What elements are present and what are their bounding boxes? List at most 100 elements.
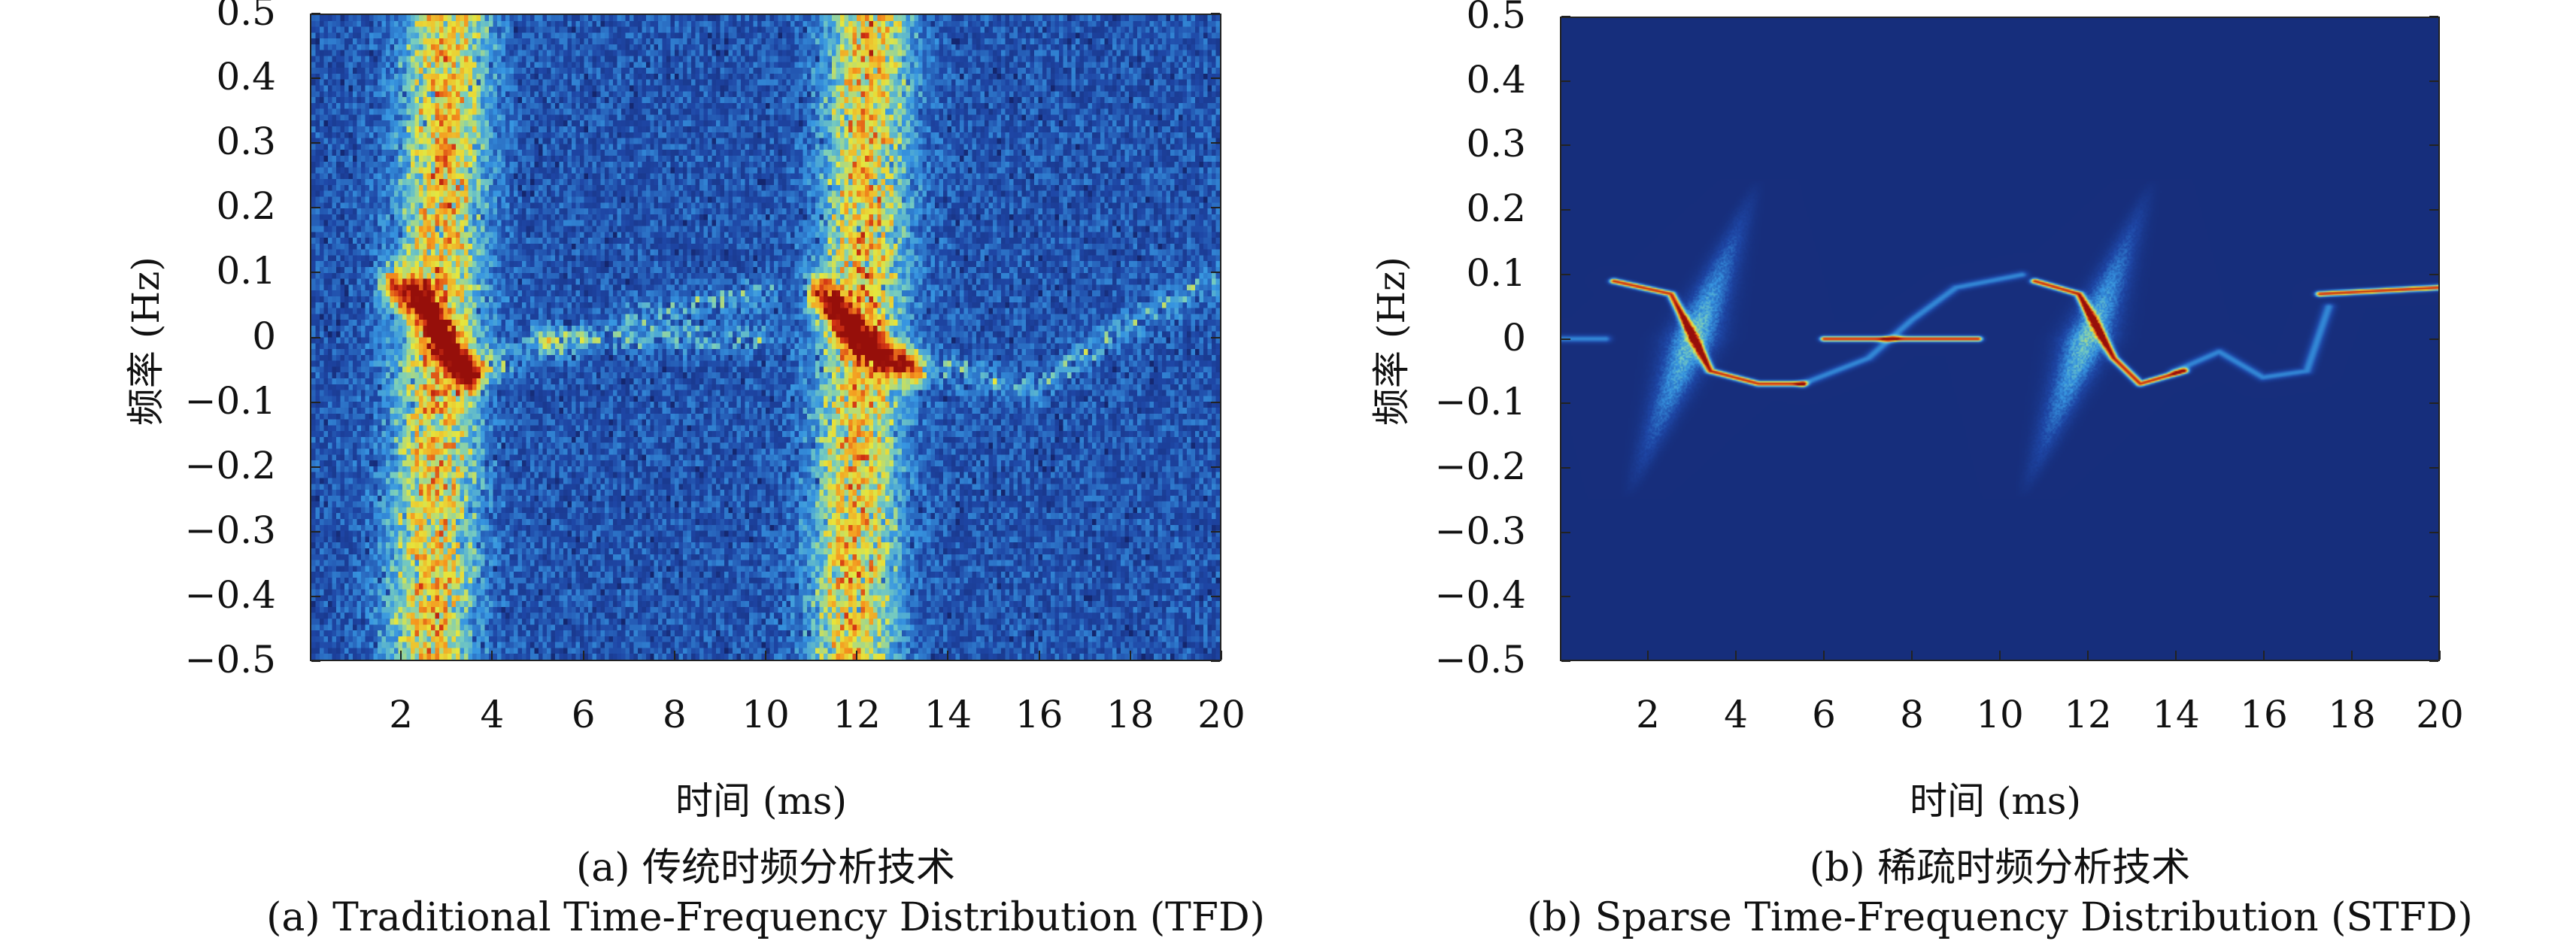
stfd-x-axis-label: 时间 (ms) xyxy=(1910,779,2081,823)
tfd-ytick-label: 0 xyxy=(252,314,276,358)
stfd-ytick-mark-right xyxy=(2429,531,2438,533)
tfd-xtick-mark xyxy=(947,651,949,660)
tfd-ytick-label: −0.3 xyxy=(184,508,276,552)
tfd-ytick-label: −0.4 xyxy=(184,572,276,617)
tfd-ytick-mark xyxy=(311,660,320,662)
stfd-ytick-mark xyxy=(1561,209,1570,211)
tfd-xtick-label: 12 xyxy=(833,693,881,736)
tfd-ytick-mark xyxy=(311,401,320,403)
stfd-ytick-label: −0.1 xyxy=(1434,380,1526,424)
stfd-ytick-mark-right xyxy=(2429,209,2438,211)
tfd-ytick-label: 0.1 xyxy=(216,249,276,293)
tfd-plot-area xyxy=(310,14,1221,661)
tfd-ytick-mark xyxy=(311,13,320,14)
stfd-ytick-label: 0.5 xyxy=(1466,0,1526,37)
stfd-xtick-label: 16 xyxy=(2240,693,2288,736)
tfd-ytick-label: 0.4 xyxy=(216,55,276,99)
tfd-xtick-label: 14 xyxy=(924,693,972,736)
stfd-ytick-mark-right xyxy=(2429,338,2438,340)
tfd-ytick-mark xyxy=(311,142,320,144)
tfd-ytick-label: 0.2 xyxy=(216,184,276,229)
tfd-ytick-mark-right xyxy=(1211,77,1220,80)
stfd-ytick-mark-right xyxy=(2429,16,2438,17)
tfd-ytick-mark xyxy=(311,595,320,597)
stfd-xtick-label: 14 xyxy=(2152,693,2200,736)
stfd-plot-area xyxy=(1560,17,2440,661)
tfd-caption-en: (a) Traditional Time-Frequency Distribut… xyxy=(266,895,1265,940)
tfd-xtick-label: 18 xyxy=(1106,693,1154,736)
stfd-ytick-label: 0.4 xyxy=(1466,57,1526,102)
stfd-y-axis-label: 频率 (Hz) xyxy=(1370,256,1413,426)
stfd-ytick-mark-right xyxy=(2429,80,2438,82)
stfd-ytick-label: 0.2 xyxy=(1466,187,1526,231)
stfd-ytick-mark xyxy=(1561,16,1570,17)
tfd-ytick-mark-right xyxy=(1211,207,1220,209)
stfd-ytick-mark xyxy=(1561,596,1570,598)
stfd-xtick-label: 10 xyxy=(1976,693,2024,736)
tfd-ytick-mark xyxy=(311,336,320,338)
tfd-xtick-label: 20 xyxy=(1197,693,1246,736)
stfd-xtick-label: 18 xyxy=(2328,693,2376,736)
tfd-xtick-mark xyxy=(582,651,584,660)
tfd-ytick-label: −0.1 xyxy=(184,378,276,423)
stfd-ytick-mark xyxy=(1561,80,1570,82)
tfd-xtick-label: 6 xyxy=(571,693,596,736)
stfd-ytick-label: −0.3 xyxy=(1434,508,1526,553)
tfd-xtick-label: 2 xyxy=(389,693,414,736)
tfd-xtick-mark xyxy=(1129,651,1131,660)
tfd-ytick-mark xyxy=(311,466,320,468)
stfd-xtick-label: 8 xyxy=(1900,693,1924,736)
tfd-ytick-mark xyxy=(311,272,320,274)
tfd-xtick-label: 10 xyxy=(742,693,790,736)
tfd-xtick-mark xyxy=(400,651,402,660)
stfd-ytick-mark-right xyxy=(2429,273,2438,275)
tfd-caption-cn: (a) 传统时频分析技术 xyxy=(575,845,956,891)
tfd-xtick-mark xyxy=(1221,651,1222,660)
stfd-ytick-mark xyxy=(1561,660,1570,662)
stfd-ytick-label: 0 xyxy=(1502,315,1526,360)
stfd-ytick-mark xyxy=(1561,273,1570,275)
stfd-ytick-mark-right xyxy=(2429,466,2438,469)
tfd-ytick-mark-right xyxy=(1211,142,1220,144)
tfd-ytick-label: −0.2 xyxy=(184,443,276,487)
tfd-ytick-label: −0.5 xyxy=(184,638,276,681)
stfd-ytick-mark xyxy=(1561,402,1570,405)
stfd-ytick-mark-right xyxy=(2429,144,2438,147)
stfd-heatmap xyxy=(1561,18,2438,660)
tfd-ytick-label: 0.3 xyxy=(216,120,276,164)
stfd-xtick-label: 6 xyxy=(1812,693,1836,736)
stfd-ytick-mark-right xyxy=(2429,660,2438,662)
tfd-ytick-mark-right xyxy=(1211,466,1220,468)
tfd-x-axis-label: 时间 (ms) xyxy=(675,779,847,823)
stfd-ytick-mark-right xyxy=(2429,596,2438,598)
tfd-ytick-mark-right xyxy=(1211,595,1220,597)
stfd-ytick-mark-right xyxy=(2429,402,2438,405)
tfd-ytick-mark xyxy=(311,530,320,533)
tfd-ytick-mark xyxy=(311,77,320,80)
stfd-xtick-mark xyxy=(1911,651,1913,660)
stfd-ytick-label: −0.4 xyxy=(1434,573,1526,618)
tfd-xtick-label: 4 xyxy=(480,693,505,736)
stfd-caption-en: (b) Sparse Time-Frequency Distribution (… xyxy=(1527,895,2473,940)
stfd-xtick-label: 12 xyxy=(2064,693,2112,736)
tfd-y-axis-label: 频率 (Hz) xyxy=(124,256,168,426)
stfd-xtick-label: 2 xyxy=(1636,693,1660,736)
tfd-xtick-mark xyxy=(765,651,766,660)
stfd-xtick-mark xyxy=(2087,651,2089,660)
tfd-xtick-mark xyxy=(856,651,858,660)
stfd-xtick-mark xyxy=(2263,651,2265,660)
stfd-caption-cn: (b) 稀疏时频分析技术 xyxy=(1809,845,2191,891)
tfd-xtick-mark xyxy=(673,651,675,660)
tfd-ytick-mark xyxy=(311,207,320,209)
stfd-xtick-mark xyxy=(1999,651,2001,660)
stfd-xtick-label: 20 xyxy=(2416,693,2464,736)
tfd-heatmap xyxy=(311,15,1220,660)
tfd-ytick-mark-right xyxy=(1211,336,1220,338)
stfd-ytick-mark xyxy=(1561,338,1570,340)
tfd-ytick-mark-right xyxy=(1211,272,1220,274)
stfd-xtick-mark xyxy=(2439,651,2441,660)
stfd-ytick-label: −0.2 xyxy=(1434,444,1526,488)
tfd-xtick-mark xyxy=(1038,651,1040,660)
stfd-ytick-mark xyxy=(1561,466,1570,469)
tfd-xtick-label: 16 xyxy=(1015,693,1063,736)
